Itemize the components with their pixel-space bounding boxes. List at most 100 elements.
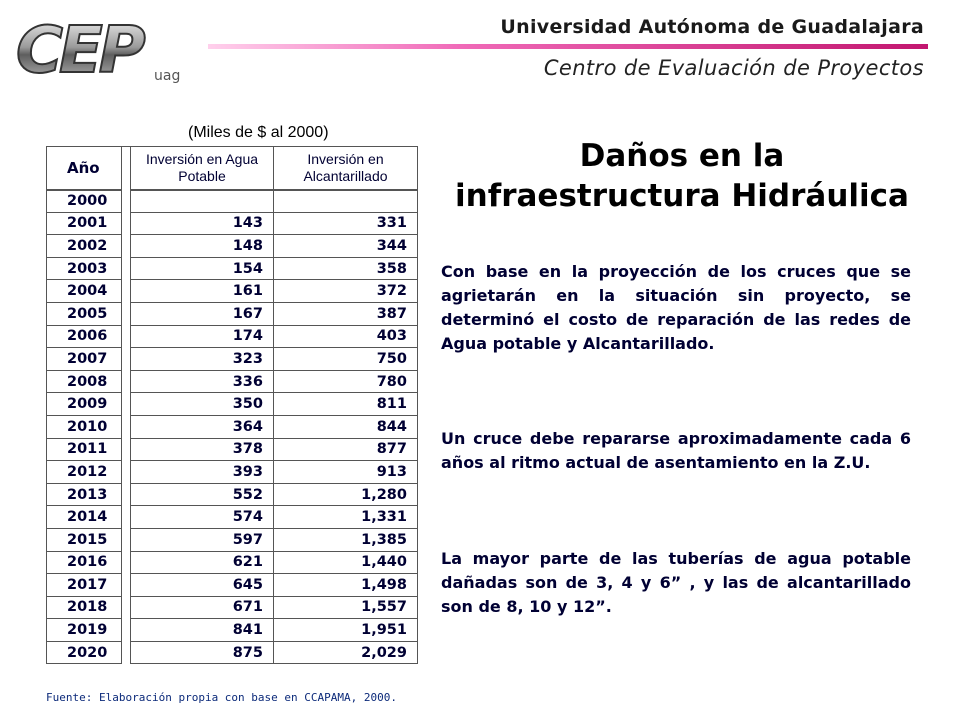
water-investment-cell: 875 (130, 641, 274, 665)
water-investment-cell: 378 (130, 438, 274, 462)
water-investment-cell: 350 (130, 393, 274, 416)
year-cell: 2011 (46, 438, 122, 462)
slide-title: Daños en la infraestructura Hidráulica (440, 136, 924, 216)
year-cell: 2020 (46, 641, 122, 665)
year-cell: 2016 (46, 551, 122, 575)
table-units-label: (Miles de $ al 2000) (188, 124, 329, 141)
table-row: 2006 174 403 (46, 325, 418, 349)
col-header-sewer-line2: Alcantarillado (303, 168, 388, 184)
year-cell: 2008 (46, 370, 122, 394)
slide-title-line1: Daños en la (579, 138, 785, 174)
sewer-investment-cell: 1,951 (274, 619, 418, 642)
water-investment-cell: 148 (130, 235, 274, 258)
water-investment-cell: 336 (130, 370, 274, 394)
sewer-investment-cell (274, 190, 418, 213)
investment-table: Año Inversión en Agua Potable Inversión … (46, 146, 418, 665)
year-cell: 2018 (46, 596, 122, 620)
sewer-investment-cell: 877 (274, 438, 418, 462)
sewer-investment-cell: 372 (274, 280, 418, 303)
paragraph-projection: Con base en la proyección de los cruces … (441, 262, 911, 353)
sewer-investment-cell: 1,331 (274, 506, 418, 529)
table-row: 2017 645 1,498 (46, 574, 418, 597)
year-cell: 2003 (46, 257, 122, 281)
sewer-investment-cell: 387 (274, 302, 418, 326)
col-header-water: Inversión en Agua Potable (130, 146, 274, 190)
university-name: Universidad Autónoma de Guadalajara (500, 16, 924, 38)
year-cell: 2006 (46, 325, 122, 349)
col-header-year: Año (46, 146, 122, 190)
table-row: 2005 167 387 (46, 302, 418, 326)
col-header-sewer: Inversión en Alcantarillado (274, 146, 418, 190)
table-row: 2010 364 844 (46, 415, 418, 439)
water-investment-cell: 143 (130, 212, 274, 236)
center-name: Centro de Evaluación de Proyectos (543, 56, 924, 80)
sewer-investment-cell: 1,498 (274, 574, 418, 597)
water-investment-cell (130, 190, 274, 213)
sewer-investment-cell: 1,557 (274, 596, 418, 620)
sewer-investment-cell: 344 (274, 235, 418, 258)
water-investment-cell: 323 (130, 348, 274, 371)
water-investment-cell: 154 (130, 257, 274, 281)
water-investment-cell: 161 (130, 280, 274, 303)
col-header-sewer-line1: Inversión en (307, 151, 384, 167)
table-row: 2014 574 1,331 (46, 506, 418, 529)
paragraph-pipe-sizes: La mayor parte de las tuberías de agua p… (441, 549, 911, 616)
water-investment-cell: 574 (130, 506, 274, 529)
logo-sub-text: uag (154, 68, 180, 84)
year-cell: 2012 (46, 461, 122, 484)
table-row: 2008 336 780 (46, 370, 418, 394)
col-header-water-line2: Potable (178, 168, 226, 184)
sewer-investment-cell: 811 (274, 393, 418, 416)
year-cell: 2007 (46, 348, 122, 371)
table-row: 2013 552 1,280 (46, 483, 418, 507)
water-investment-cell: 671 (130, 596, 274, 620)
table-row: 2003 154 358 (46, 257, 418, 281)
header-accent-bar (208, 44, 928, 49)
table-row: 2016 621 1,440 (46, 551, 418, 575)
table-row: 2000 (46, 190, 418, 213)
year-cell: 2017 (46, 574, 122, 597)
year-cell: 2005 (46, 302, 122, 326)
year-cell: 2002 (46, 235, 122, 258)
table-row: 2019 841 1,951 (46, 619, 418, 642)
water-investment-cell: 393 (130, 461, 274, 484)
sewer-investment-cell: 2,029 (274, 641, 418, 665)
table-row: 2001 143 331 (46, 212, 418, 236)
water-investment-cell: 174 (130, 325, 274, 349)
water-investment-cell: 841 (130, 619, 274, 642)
sewer-investment-cell: 1,440 (274, 551, 418, 575)
sewer-investment-cell: 358 (274, 257, 418, 281)
sewer-investment-cell: 403 (274, 325, 418, 349)
water-investment-cell: 645 (130, 574, 274, 597)
sewer-investment-cell: 1,280 (274, 483, 418, 507)
table-row: 2002 148 344 (46, 235, 418, 258)
year-cell: 2009 (46, 393, 122, 416)
table-row: 2020 875 2,029 (46, 641, 418, 665)
table-header-row: Año Inversión en Agua Potable Inversión … (46, 146, 418, 190)
year-cell: 2004 (46, 280, 122, 303)
table-row: 2011 378 877 (46, 438, 418, 462)
table-row: 2009 350 811 (46, 393, 418, 416)
col-header-water-line1: Inversión en Agua (145, 151, 259, 167)
logo-main-text: CEP (16, 14, 146, 84)
water-investment-cell: 552 (130, 483, 274, 507)
sewer-investment-cell: 750 (274, 348, 418, 371)
source-note: Fuente: Elaboración propia con base en C… (46, 691, 397, 704)
sewer-investment-cell: 331 (274, 212, 418, 236)
water-investment-cell: 167 (130, 302, 274, 326)
sewer-investment-cell: 913 (274, 461, 418, 484)
sewer-investment-cell: 844 (274, 415, 418, 439)
water-investment-cell: 621 (130, 551, 274, 575)
year-cell: 2019 (46, 619, 122, 642)
year-cell: 2013 (46, 483, 122, 507)
table-row: 2015 597 1,385 (46, 528, 418, 552)
year-cell: 2015 (46, 528, 122, 552)
water-investment-cell: 597 (130, 528, 274, 552)
cep-logo: CEP uag (15, 14, 180, 84)
table-row: 2012 393 913 (46, 461, 418, 484)
sewer-investment-cell: 780 (274, 370, 418, 394)
sewer-investment-cell: 1,385 (274, 528, 418, 552)
year-cell: 2000 (46, 190, 122, 213)
water-investment-cell: 364 (130, 415, 274, 439)
slide-title-line2: infraestructura Hidráulica (455, 178, 909, 214)
